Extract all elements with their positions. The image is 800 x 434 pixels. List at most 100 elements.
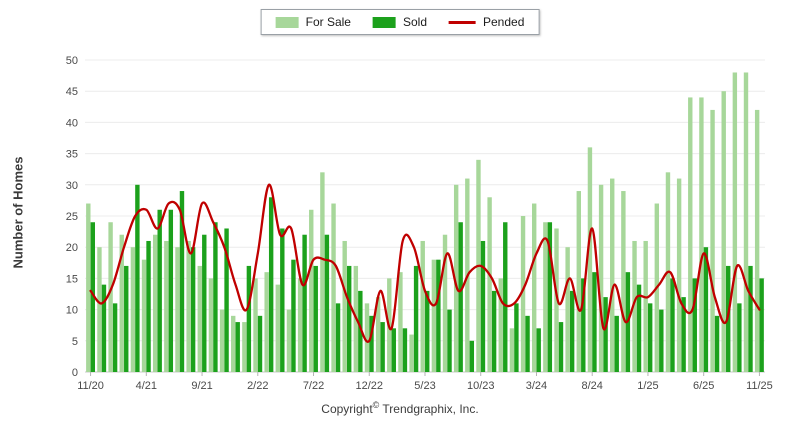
copyright-text: Copyright© Trendgraphix, Inc. [0,400,800,416]
bar-sold [213,222,218,372]
bar-for-sale [754,109,760,373]
x-tick-label: 11/25 [746,380,773,392]
bar-for-sale [498,278,503,372]
bar-for-sale [286,309,292,372]
bar-for-sale [732,72,738,372]
bar-for-sale [119,234,124,372]
bar-for-sale [699,97,704,372]
legend-label-for-sale: For Sale [305,15,351,29]
bar-for-sale [621,191,626,372]
x-tick-label: 4/21 [136,380,157,392]
bar-for-sale [398,272,403,372]
bar-for-sale [275,284,281,372]
bar-sold [358,290,363,372]
bar-sold [447,309,452,372]
bar-for-sale [420,240,425,372]
bar-sold [268,197,274,372]
bar-sold [235,322,240,372]
bar-sold [603,297,608,372]
y-tick-label: 45 [66,86,78,98]
bar-sold [257,315,263,372]
bar-for-sale [688,97,693,372]
pended-line [89,183,761,343]
bar-sold [324,234,330,372]
x-tick-label: 8/24 [582,380,603,392]
bar-for-sale [197,265,202,372]
y-tick-label: 35 [66,149,78,161]
x-tick-label: 9/21 [191,380,212,392]
y-tick-label: 10 [66,305,78,317]
sold-swatch-icon [372,16,396,28]
bar-sold [425,290,430,372]
bar-sold [246,265,252,372]
bar-sold [759,278,764,372]
bar-for-sale [743,72,749,372]
bar-for-sale [632,240,637,372]
bar-sold [291,259,296,372]
bar-sold [703,247,709,372]
bar-sold [491,290,497,372]
bar-for-sale [342,240,347,372]
bar-for-sale [97,247,102,372]
y-tick-label: 25 [66,211,78,223]
bar-for-sale [152,234,158,372]
copyright-symbol-icon: © [372,400,380,410]
bar-sold [503,222,508,372]
x-tick-label: 12/22 [355,380,383,392]
bar-sold [380,322,385,372]
legend-item-sold: Sold [372,15,427,29]
bar-for-sale [364,303,370,372]
bar-for-sale [375,297,381,372]
x-tick-label: 1/25 [637,380,658,392]
bar-sold [190,247,196,372]
y-tick-label: 30 [66,180,78,192]
bar-for-sale [710,109,715,373]
bar-for-sale [164,240,169,372]
bar-sold [413,265,419,372]
bar-sold [179,191,185,372]
bar-for-sale [264,272,269,372]
x-tick-label: 11/20 [77,380,104,392]
x-tick-label: 6/25 [693,380,714,392]
bar-sold [302,234,307,372]
bar-sold [659,309,664,372]
copyright-suffix: Trendgraphix, Inc. [379,402,479,416]
bar-for-sale [231,315,236,372]
bar-for-sale [442,234,448,372]
bar-for-sale [320,172,325,372]
bar-for-sale [587,147,593,372]
bar-sold [547,222,553,372]
bar-for-sale [598,184,604,372]
y-tick-label: 20 [66,242,78,254]
bar-for-sale [453,184,459,372]
bar-for-sale [565,247,570,372]
bar-for-sale [242,322,247,372]
y-tick-label: 40 [66,117,78,129]
bar-sold [748,265,753,372]
legend-label-pended: Pended [483,15,525,29]
bar-sold [670,278,675,372]
bar-sold [469,340,475,372]
bar-sold [157,209,162,372]
bar-for-sale [532,203,537,372]
bar-for-sale [543,222,548,372]
bar-sold [592,272,597,372]
bar-sold [168,209,174,372]
bar-sold [402,328,408,372]
bar-sold [480,240,486,372]
bar-sold [647,303,653,372]
bar-sold [636,284,642,372]
bar-for-sale [676,178,682,372]
copyright-prefix: Copyright [321,402,373,416]
bar-sold [391,328,396,372]
bar-sold [525,315,530,372]
bar-sold [514,303,519,372]
bar-for-sale [643,240,648,372]
bar-sold [581,278,586,372]
bar-sold [458,222,463,372]
bar-for-sale [487,197,492,372]
bar-sold [346,265,352,372]
bar-sold [335,303,341,372]
